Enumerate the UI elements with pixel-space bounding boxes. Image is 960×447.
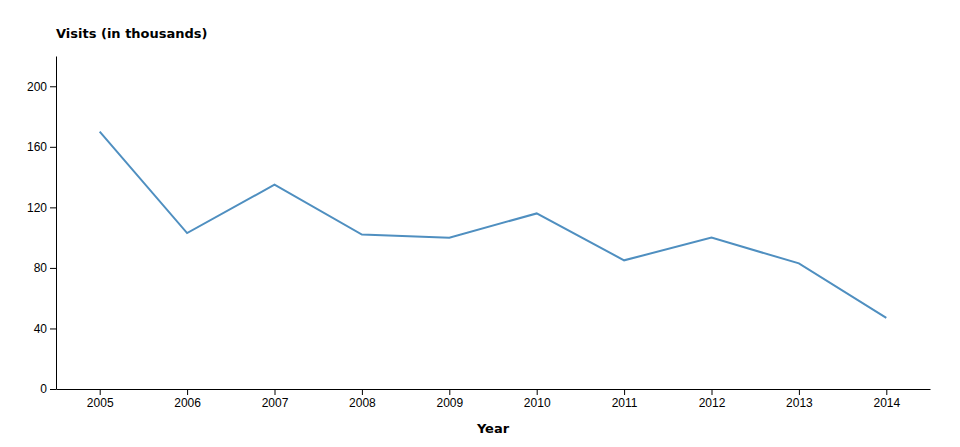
x-tick: 2009 bbox=[436, 389, 463, 410]
x-tick-label: 2014 bbox=[873, 396, 900, 410]
x-tick-label: 2010 bbox=[524, 396, 551, 410]
x-tick: 2013 bbox=[786, 389, 813, 410]
y-axis: 0 40 80 120 160 200 bbox=[27, 57, 57, 397]
y-tick: 40 bbox=[34, 322, 56, 336]
y-tick: 0 bbox=[40, 382, 56, 396]
x-tick-mark bbox=[712, 389, 713, 395]
y-tick: 120 bbox=[27, 201, 56, 215]
x-tick-label: 2012 bbox=[699, 396, 726, 410]
y-tick-label: 120 bbox=[27, 201, 47, 215]
x-tick: 2005 bbox=[87, 389, 114, 410]
plot: 2005 2006 2007 2008 2009 2010 2011 2012 2013 2014… bbox=[27, 57, 931, 410]
line bbox=[100, 132, 887, 318]
x-tick: 2008 bbox=[349, 389, 376, 410]
x-tick-mark bbox=[362, 389, 363, 395]
x-tick-label: 2013 bbox=[786, 396, 813, 410]
x-tick-mark bbox=[275, 389, 276, 395]
x-tick-mark bbox=[187, 389, 188, 395]
y-axis-line bbox=[56, 57, 57, 390]
y-tick-label: 160 bbox=[27, 140, 47, 154]
y-tick-label: 200 bbox=[27, 80, 47, 94]
x-tick: 2006 bbox=[174, 389, 201, 410]
x-tick-mark bbox=[449, 389, 450, 395]
y-tick-mark bbox=[50, 86, 56, 87]
x-tick-mark bbox=[537, 389, 538, 395]
x-tick: 2014 bbox=[873, 389, 900, 410]
x-tick: 2010 bbox=[524, 389, 551, 410]
y-tick: 200 bbox=[27, 80, 56, 94]
x-axis: 2005 2006 2007 2008 2009 2010 2011 2012 2013 2014 bbox=[57, 389, 931, 410]
x-tick-label: 2007 bbox=[262, 396, 289, 410]
y-tick-mark bbox=[50, 268, 56, 269]
y-tick-mark bbox=[50, 389, 56, 390]
x-tick-mark bbox=[799, 389, 800, 395]
y-tick: 160 bbox=[27, 140, 56, 154]
y-tick-label: 0 bbox=[40, 382, 47, 396]
y-tick-mark bbox=[50, 207, 56, 208]
x-tick-mark bbox=[624, 389, 625, 395]
x-tick-label: 2006 bbox=[174, 396, 201, 410]
y-tick: 80 bbox=[34, 261, 56, 275]
x-tick: 2012 bbox=[699, 389, 726, 410]
x-tick-label: 2011 bbox=[612, 396, 638, 410]
x-tick-mark bbox=[886, 389, 887, 395]
x-tick: 2011 bbox=[612, 389, 638, 410]
y-tick-label: 40 bbox=[34, 322, 48, 336]
y-tick-label: 80 bbox=[34, 261, 48, 275]
chart: 2005 2006 2007 2008 2009 2010 2011 2012 2013 2014… bbox=[0, 0, 960, 447]
x-tick-label: 2009 bbox=[436, 396, 463, 410]
y-axis-title: Visits (in thousands) bbox=[56, 26, 208, 41]
x-tick-label: 2005 bbox=[87, 396, 114, 410]
x-tick: 2007 bbox=[262, 389, 289, 410]
x-tick-mark bbox=[100, 389, 101, 395]
y-tick-mark bbox=[50, 328, 56, 329]
marks bbox=[100, 132, 887, 318]
x-tick-label: 2008 bbox=[349, 396, 376, 410]
y-tick-mark bbox=[50, 147, 56, 148]
x-axis-title: Year bbox=[476, 421, 510, 436]
